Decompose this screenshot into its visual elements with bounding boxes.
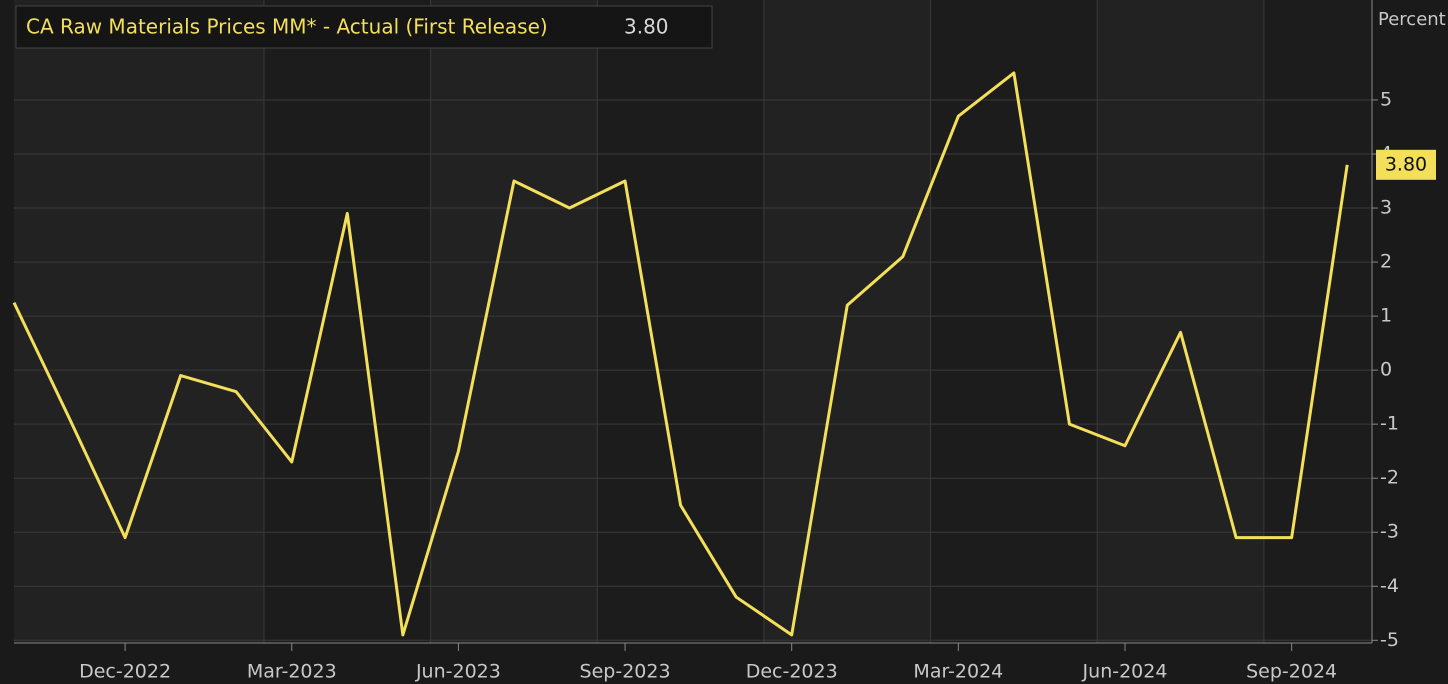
x-tick-label: Sep-2024 (1246, 661, 1337, 683)
y-tick-label: 0 (1380, 359, 1392, 381)
y-tick-label: -2 (1380, 467, 1399, 489)
x-tick-label: Jun-2023 (415, 661, 501, 683)
plot-area (14, 0, 1372, 643)
legend-box (15, 5, 713, 49)
y-tick-label: 3 (1380, 197, 1392, 219)
band (763, 0, 931, 643)
band (430, 0, 598, 643)
x-tick-label: Mar-2024 (913, 661, 1003, 683)
legend-title: CA Raw Materials Prices MM* - Actual (Fi… (26, 15, 548, 39)
band (930, 0, 1098, 643)
x-tick-label: Dec-2022 (79, 661, 171, 683)
y-tick-label: -4 (1380, 575, 1399, 597)
x-tick-label: Dec-2023 (746, 661, 838, 683)
series-line (12, 71, 1349, 637)
y-tick-label: 2 (1380, 251, 1392, 273)
legend-value: 3.80 (624, 15, 669, 39)
y-tick-label: -3 (1380, 521, 1399, 543)
band (1263, 0, 1372, 643)
y-tick-label: 5 (1380, 88, 1392, 110)
x-tick-label: Sep-2023 (580, 661, 671, 683)
y-tick-label: -5 (1380, 629, 1399, 651)
last-value-tag (1376, 149, 1436, 180)
y-tick-label: 1 (1380, 305, 1392, 327)
x-tick-label: Mar-2023 (247, 661, 337, 683)
y-tick-label: -1 (1380, 413, 1399, 435)
y-axis-label: Percent (1378, 9, 1446, 30)
x-tick-label: Jun-2024 (1082, 661, 1168, 683)
last-value-label: 3.80 (1385, 153, 1427, 175)
band (1097, 0, 1264, 643)
band (14, 0, 264, 643)
band (263, 0, 431, 643)
band (597, 0, 764, 643)
